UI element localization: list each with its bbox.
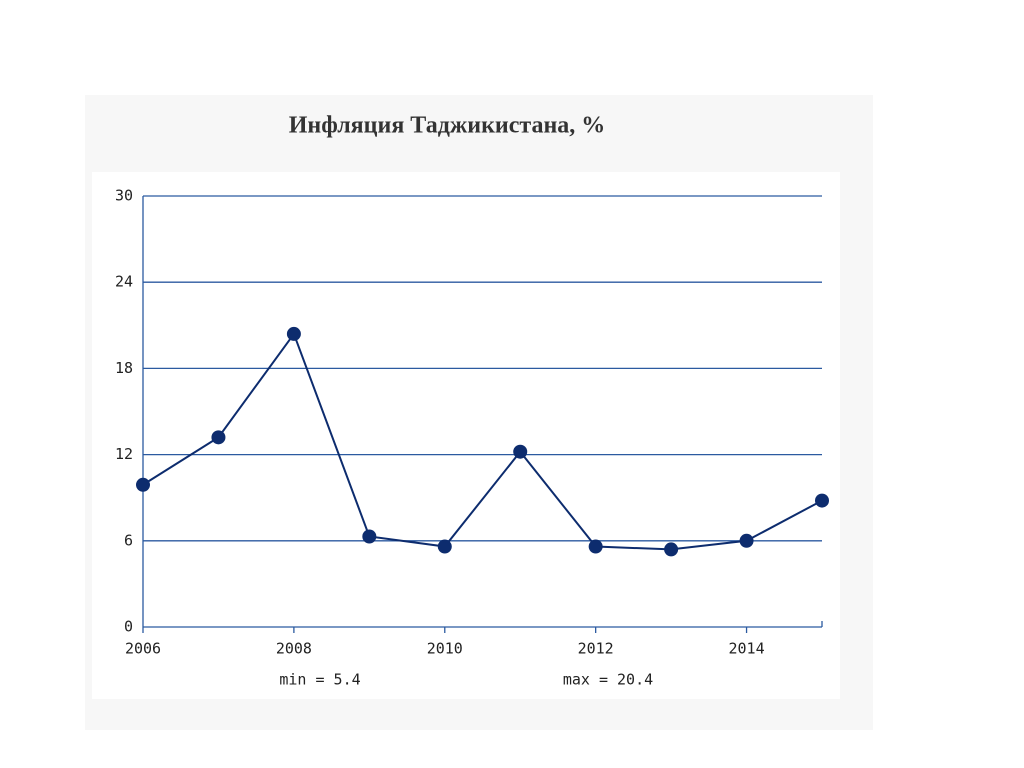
point xyxy=(362,529,377,544)
plot-panel xyxy=(92,172,840,699)
x-tick-label: 2010 xyxy=(427,640,463,658)
line xyxy=(142,331,823,551)
y-tick-label: 18 xyxy=(115,359,133,377)
point xyxy=(739,533,754,548)
y-tick-label: 30 xyxy=(115,187,133,205)
point xyxy=(211,430,226,445)
annotation: max = 20.4 xyxy=(563,671,653,689)
point xyxy=(664,542,679,557)
x-tick-label: 2006 xyxy=(125,640,161,658)
x-tick-label: 2014 xyxy=(728,640,764,658)
chart-title: Инфляция Таджикистана, % xyxy=(289,113,606,139)
point xyxy=(286,326,301,341)
point xyxy=(815,493,829,508)
point xyxy=(513,444,528,459)
y-tick-label: 24 xyxy=(115,273,133,291)
point xyxy=(136,477,150,492)
x-tick-label: 2008 xyxy=(276,640,312,658)
point xyxy=(437,539,452,554)
y-tick-label: 0 xyxy=(124,618,133,636)
y-tick-label: 12 xyxy=(115,445,133,463)
annotation: min = 5.4 xyxy=(279,671,360,689)
y-tick-label: 6 xyxy=(124,531,133,549)
x-tick-label: 2012 xyxy=(578,640,614,658)
point xyxy=(588,539,603,554)
